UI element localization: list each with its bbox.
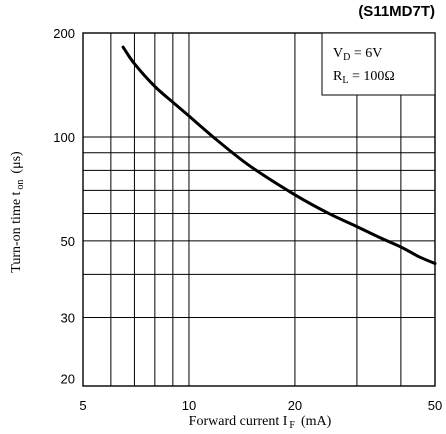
x-axis-label: Forward current I F (mA): [189, 414, 332, 431]
y-tick-label-50: 50: [61, 234, 75, 249]
x-tick-labels: 5 10 20 50: [79, 398, 442, 413]
legend-rl: RL = 100Ω: [333, 69, 395, 86]
y-tick-label-100: 100: [53, 130, 75, 145]
y-tick-label-200: 200: [53, 26, 75, 41]
legend-frame: [321, 32, 436, 96]
y-tick-labels: 20 30 50 100 200: [53, 26, 75, 386]
x-tick-label-20: 20: [288, 398, 302, 413]
turn-on-time-curve: [121, 45, 437, 265]
plot-frame: [82, 32, 436, 387]
x-tick-label-10: 10: [182, 398, 196, 413]
y-axis-label: Turn-on time ton(μs): [9, 151, 26, 273]
y-grid-lines: [83, 136, 435, 319]
x-tick-label-5: 5: [79, 398, 86, 413]
y-tick-label-20: 20: [61, 371, 75, 386]
y-tick-label-30: 30: [61, 311, 75, 326]
x-tick-label-50: 50: [428, 398, 442, 413]
legend-vd: VD = 6V: [333, 46, 382, 63]
chart-title: (S11MD7T): [358, 3, 435, 20]
legend-box: VD = 6V RL = 100Ω: [321, 32, 436, 96]
